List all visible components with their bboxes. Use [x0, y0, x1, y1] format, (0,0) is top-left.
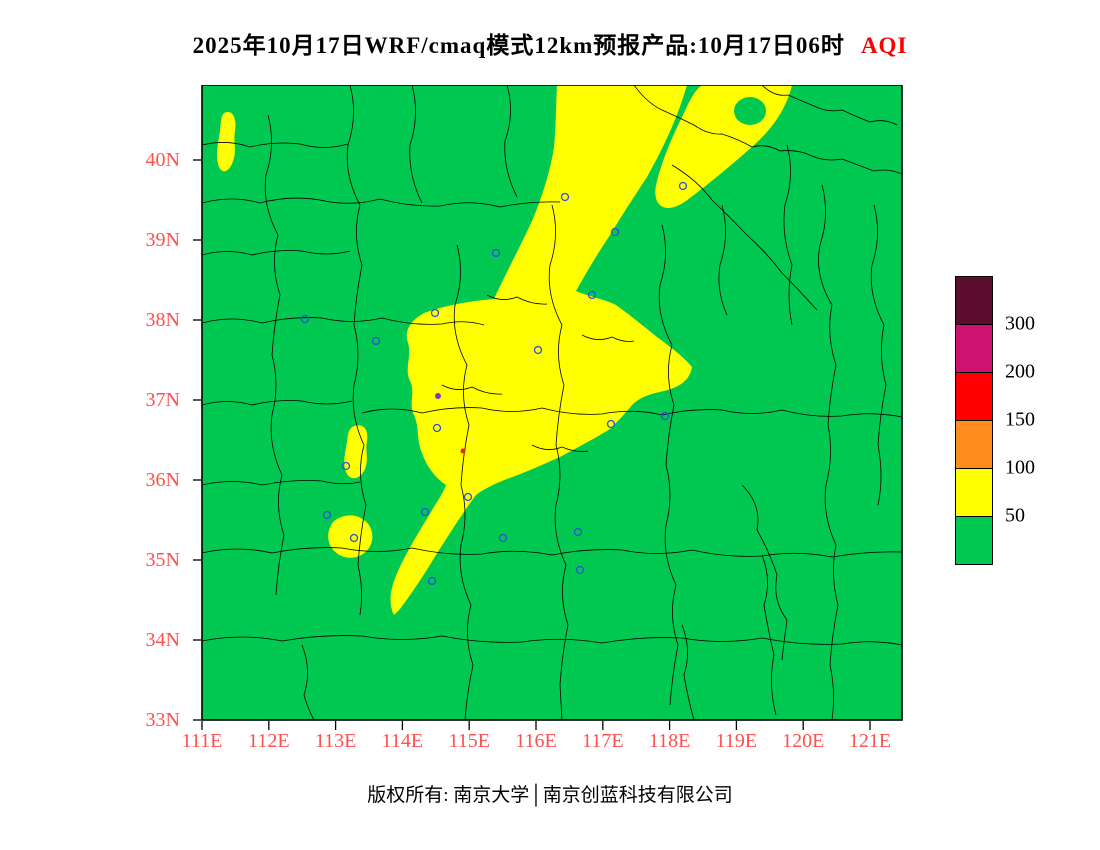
legend-cell: [955, 468, 993, 517]
lat-tick-label: 33N: [145, 709, 180, 731]
admin-boundary: [202, 250, 351, 256]
city-marker: [587, 290, 597, 300]
admin-boundary: [681, 624, 695, 720]
legend-value: 100: [1005, 456, 1035, 479]
admin-boundary: [453, 244, 474, 720]
admin-boundary: [761, 85, 898, 126]
lon-tick-label: 111E: [181, 730, 223, 752]
lat-tick-label: 39N: [145, 229, 180, 251]
legend-value: 50: [1005, 504, 1025, 527]
copyright: 版权所有: 南京大学│南京创蓝科技有限公司: [367, 785, 733, 806]
legend-value: 150: [1005, 408, 1035, 431]
legend-value: 200: [1005, 360, 1035, 383]
aqi-good-hole: [734, 97, 766, 125]
city-marker: [498, 533, 508, 543]
map-frame: [201, 84, 903, 721]
city-marker: [533, 345, 543, 355]
city-marker: [371, 336, 381, 346]
admin-boundary: [531, 444, 589, 452]
admin-boundary: [264, 114, 285, 596]
aqi-legend: 300 200 150 100 50: [955, 276, 1075, 576]
admin-boundary: [761, 554, 777, 716]
lon-tick-label: 116E: [515, 730, 557, 752]
admin-boundary: [202, 142, 349, 148]
admin-boundary: [718, 204, 728, 316]
city-marker: [575, 565, 585, 575]
legend-cell: [955, 276, 993, 325]
admin-boundary: [818, 184, 839, 720]
admin-boundary: [202, 317, 485, 326]
lon-tick-label: 113E: [314, 730, 357, 752]
admin-boundary: [202, 480, 361, 486]
map-canvas: [193, 84, 903, 730]
chart-title-variable: AQI: [860, 33, 908, 58]
admin-boundary: [548, 204, 569, 720]
city-marker: [300, 314, 310, 324]
admin-boundary: [504, 85, 518, 198]
admin-boundary: [202, 400, 353, 406]
lat-axis: 40N 39N 38N 37N 36N 35N 34N 33N: [118, 85, 186, 745]
city-marker: [341, 461, 351, 471]
admin-boundary: [581, 334, 635, 342]
admin-boundary: [870, 204, 887, 506]
city-marker: [463, 492, 473, 502]
admin-boundary: [671, 164, 818, 311]
lat-tick-label: 36N: [145, 469, 180, 491]
lon-tick-label: 114E: [381, 730, 424, 752]
admin-boundary: [441, 384, 503, 395]
city-marker: [349, 533, 359, 543]
admin-boundary: [741, 484, 788, 661]
forecast-map: [190, 84, 910, 740]
admin-boundary: [409, 85, 423, 204]
admin-boundary: [202, 197, 561, 208]
city-marker: [560, 192, 570, 202]
legend-cell: [955, 372, 993, 421]
lat-tick-label: 38N: [145, 309, 180, 331]
city-marker: [427, 576, 437, 586]
lon-tick-label: 117E: [582, 730, 624, 752]
admin-boundary: [361, 407, 902, 418]
lat-tick-label: 40N: [145, 149, 180, 171]
legend-cell: [955, 324, 993, 373]
city-marker: [420, 507, 430, 517]
lon-tick-label: 115E: [448, 730, 490, 752]
station-marker: [435, 393, 441, 399]
admin-boundary: [633, 85, 902, 175]
chart-title-main: 2025年10月17日WRF/cmaq模式12km预报产品:10月17日06时: [192, 33, 845, 58]
admin-boundary: [202, 547, 902, 558]
legend-cell: [955, 420, 993, 469]
aqi-patch-northwest: [217, 111, 236, 172]
legend-value: 300: [1005, 312, 1035, 335]
admin-boundary: [658, 224, 679, 706]
city-marker: [430, 308, 440, 318]
lon-tick-label: 120E: [782, 730, 825, 752]
city-marker: [573, 527, 583, 537]
lon-tick-label: 121E: [848, 730, 892, 752]
city-marker: [322, 510, 332, 520]
city-marker: [660, 411, 670, 421]
legend-colorbar: [955, 276, 993, 565]
lon-tick-label: 118E: [648, 730, 691, 752]
lat-tick-label: 34N: [145, 629, 180, 651]
admin-boundary: [202, 635, 902, 646]
lon-tick-label: 112E: [248, 730, 290, 752]
city-marker: [610, 227, 620, 237]
admin-boundary: [486, 294, 548, 305]
lon-tick-label: 119E: [715, 730, 758, 752]
admin-boundary: [783, 144, 793, 326]
city-marker: [432, 423, 442, 433]
city-marker: [678, 181, 688, 191]
legend-cell: [955, 516, 993, 565]
admin-boundary: [346, 85, 367, 616]
admin-boundary: [301, 644, 315, 720]
lon-axis: 111E 112E 113E 114E 115E 116E 117E 118E 119E 120E…: [182, 726, 910, 756]
city-marker: [491, 248, 501, 258]
chart-title: 2025年10月17日WRF/cmaq模式12km预报产品:10月17日06时 A…: [0, 26, 1100, 60]
lat-tick-label: 35N: [145, 549, 180, 571]
lat-tick-label: 37N: [145, 389, 180, 411]
city-marker: [606, 419, 616, 429]
station-marker: [460, 448, 466, 454]
